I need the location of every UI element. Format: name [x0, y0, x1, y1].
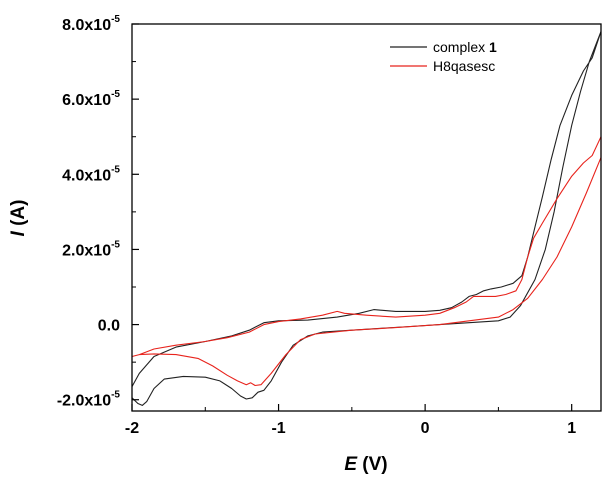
y-axis-title: I (A) [8, 200, 29, 237]
plot-frame-group [131, 23, 602, 412]
x-tick-label: 1 [567, 420, 576, 437]
legend-label-complex-1: complex 1 [433, 39, 497, 55]
y-tick-label: 2.0x10-5 [62, 239, 120, 259]
y-tick-label: -2.0x10-5 [57, 390, 121, 410]
x-axis-title: E (V) [344, 454, 387, 475]
x-axis-title-unit: (V) [357, 454, 388, 475]
y-tick-label: 8.0x10-5 [62, 14, 120, 34]
series-line-complex-1 [131, 30, 602, 406]
series-line-h8qasesc [131, 136, 602, 387]
plot-frame [131, 23, 602, 412]
x-axis-title-symbol: E [344, 454, 358, 475]
legend: complex 1 H8qasesc [390, 39, 497, 74]
x-ticks: -2 -1 0 1 [125, 404, 576, 437]
legend-label-complex-1-number: 1 [489, 39, 497, 55]
x-tick-label: 0 [421, 420, 430, 437]
series-layer [131, 30, 602, 406]
x-tick-label: -2 [125, 420, 139, 437]
legend-label-complex-1-text: complex [433, 39, 489, 55]
y-tick-label: 4.0x10-5 [62, 164, 120, 184]
y-tick-label: 6.0x10-5 [62, 89, 120, 109]
legend-label-h8qasesc: H8qasesc [433, 58, 495, 74]
y-tick-label: 0.0 [98, 318, 120, 335]
y-axis-title-unit: (A) [8, 200, 29, 232]
x-tick-label: -1 [271, 420, 285, 437]
y-ticks: -2.0x10-5 0.0 2.0x10-5 4.0x10-5 6.0x10-5 8.0x… [57, 14, 139, 410]
y-axis-title-symbol: I [8, 230, 29, 236]
